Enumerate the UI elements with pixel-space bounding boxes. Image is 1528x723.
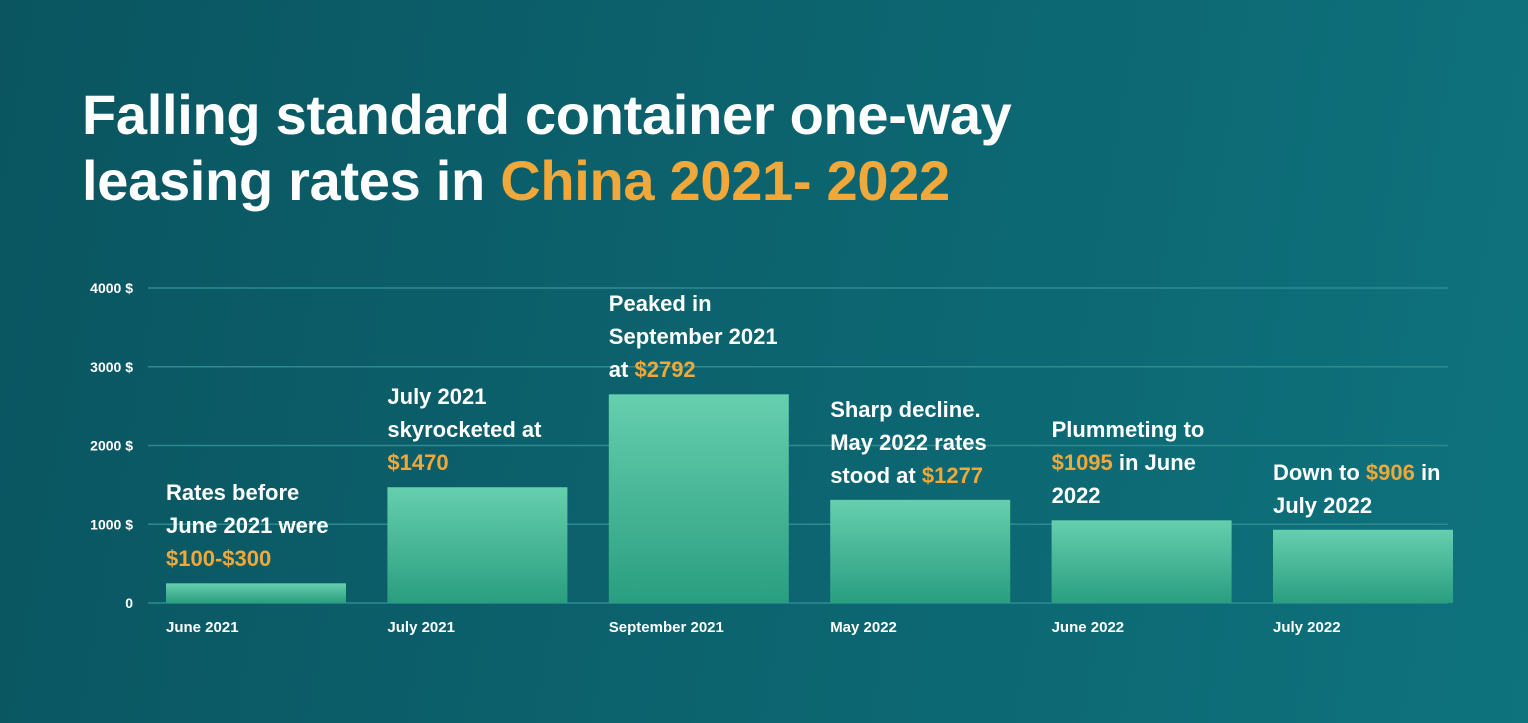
annotation-line: $100-$300: [166, 546, 272, 572]
annotation-line: stood at $1277: [830, 462, 984, 488]
y-tick-label: 3000 $: [90, 359, 133, 375]
annotation-line: skyrocketed at: [387, 417, 542, 443]
annotation-line: Sharp decline.: [830, 396, 981, 422]
gridlines: [148, 287, 1448, 604]
annotation-line: 2022: [1051, 483, 1101, 509]
x-tick-label: May 2022: [830, 619, 897, 636]
x-tick-label: September 2021: [609, 619, 724, 636]
annotation-1: Rates before June 2021 were $100-$300: [166, 476, 329, 575]
title-line-2: leasing rates in: [82, 149, 501, 212]
bar-may-2022: [830, 499, 1011, 603]
y-axis-ticks: 0 1000 $ 2000 $ 3000 $ 4000 $: [90, 280, 133, 611]
x-tick-label: June 2022: [1052, 619, 1125, 636]
y-tick-label: 0: [125, 595, 133, 611]
annotation-4: Sharp decline. May 2022 rates stood at $12…: [830, 393, 987, 492]
chart-title: Falling standard container one-way leasi…: [82, 82, 1082, 214]
annotation-2: July 2021 skyrocketed at $1470: [387, 380, 541, 479]
annotation-line: Plummeting to: [1051, 417, 1205, 443]
bar-july-2021: [387, 487, 568, 603]
y-tick-label: 2000 $: [90, 438, 133, 454]
annotation-line: Peaked in: [608, 291, 712, 317]
annotation-3: Peaked in September 2021 at $2792: [609, 287, 778, 386]
annotation-6: Down to $906 in July 2022: [1273, 456, 1441, 522]
bar-june-2022: [1051, 520, 1232, 603]
bar-july-2022: [1273, 529, 1453, 603]
y-tick-label: 4000 $: [90, 280, 133, 296]
bars: [166, 394, 1453, 603]
bar-june-2021: [166, 583, 346, 603]
title-line-1: Falling standard container one-way: [82, 83, 1012, 146]
annotation-line: $1095 in June: [1051, 450, 1196, 476]
title-accent: China 2021- 2022: [500, 149, 950, 212]
x-tick-label: July 2021: [387, 619, 455, 636]
x-axis-labels: June 2021 July 2021 September 2021 May 2022…: [166, 619, 1341, 636]
annotation-line: June 2021 were: [166, 513, 329, 539]
annotation-5: Plummeting to $1095 in June 2022: [1052, 413, 1205, 512]
annotation-line: September 2021: [608, 324, 778, 350]
annotation-line: Rates before: [166, 480, 300, 506]
annotation-line: at $2792: [608, 357, 696, 383]
annotation-line: May 2022 rates: [830, 429, 987, 455]
x-tick-label: June 2021: [166, 619, 239, 636]
annotation-line: $1470: [387, 450, 449, 476]
y-tick-label: 1000 $: [90, 516, 133, 532]
annotation-line: Down to $906 in: [1273, 459, 1441, 485]
x-tick-label: July 2022: [1273, 619, 1341, 636]
annotation-line: July 2021: [387, 384, 487, 410]
annotation-line: July 2022: [1273, 492, 1373, 518]
bar-september-2021: [608, 394, 789, 603]
